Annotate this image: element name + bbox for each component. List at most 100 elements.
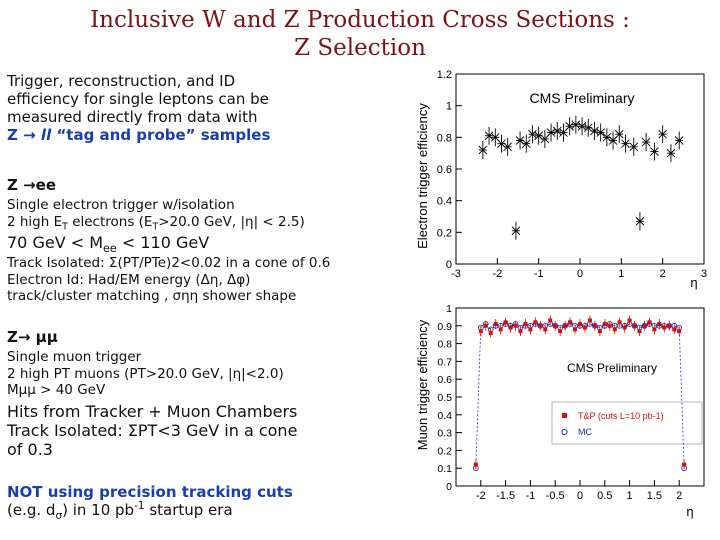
electron-data-point	[608, 131, 618, 150]
muon-tp-point	[667, 320, 672, 331]
muon-y-tick-label: 0.1	[437, 463, 452, 475]
muon-tp-point	[597, 326, 602, 337]
muon-x-tick-label: -2	[476, 490, 486, 502]
electron-data-point	[559, 123, 568, 142]
muon-tp-point	[657, 319, 662, 330]
muon-y-tick-label: 0	[446, 481, 452, 493]
ll-symbol: ll	[40, 126, 52, 144]
muon-tp-point	[513, 320, 518, 331]
electron-data-point	[666, 144, 676, 163]
muon-tp-point	[582, 322, 587, 333]
electron-x-tick-label: 0	[577, 268, 583, 280]
electron-y-tick-label: 0	[446, 259, 452, 271]
electron-data-point	[565, 117, 574, 136]
electron-y-tick-label: 0.8	[437, 132, 452, 144]
electron-x-tick-label: 3	[701, 268, 707, 280]
electron-data-point	[503, 137, 512, 156]
muon-tp-point	[612, 324, 617, 335]
electron-y-tick-label: 0.2	[437, 227, 452, 239]
zee-line-2: 2 high ET electrons (ET>20.0 GeV, |η| < …	[7, 213, 305, 233]
muon-x-tick-label: -1	[526, 490, 536, 502]
muon-x-tick-label: -0.5	[546, 490, 565, 502]
muon-y-tick-label: 0.6	[437, 374, 452, 386]
zmumu-line-3: Mμμ > 40 GeV	[7, 382, 106, 398]
muon-tp-point	[528, 324, 533, 335]
zmumu-line-6: of 0.3	[7, 439, 53, 459]
muon-tp-point	[682, 459, 687, 470]
muon-tp-point	[498, 324, 503, 335]
electron-y-tick-label: 0.6	[437, 164, 452, 176]
muon-tp-point	[677, 326, 682, 337]
electron-x-tick-label: -1	[534, 268, 544, 280]
muon-y-tick-label: 0.8	[437, 339, 452, 351]
muon-tp-point	[503, 317, 508, 328]
muon-x-tick-label: -1.5	[496, 490, 515, 502]
legend-tp-marker	[562, 413, 567, 418]
electron-data-point	[621, 134, 630, 153]
muon-y-tick-label: 0.9	[437, 321, 452, 333]
muon-tp-point	[508, 322, 513, 333]
zmumu-line-4: Hits from Tracker + Muon Chambers	[7, 401, 298, 421]
electron-data-point	[635, 212, 645, 231]
muon-y-axis-label: Muon trigger efficiency	[415, 319, 430, 450]
legend-mc-label: MC	[578, 427, 592, 437]
muon-x-tick-label: 2	[676, 490, 682, 502]
electron-plot-frame	[455, 73, 705, 265]
muon-tp-point	[672, 324, 677, 335]
zee-line-1: Single electron trigger w/isolation	[7, 197, 235, 213]
muon-tp-point	[578, 319, 582, 330]
zee-line-6: track/cluster matching , σηη shower shap…	[7, 288, 297, 304]
zee-line-3: 70 GeV < Mee < 110 GeV	[7, 233, 210, 256]
muon-tp-point	[478, 326, 483, 337]
muon-tp-point	[483, 320, 488, 331]
electron-data-point	[577, 117, 587, 136]
muon-x-tick-label: 1.5	[647, 490, 662, 502]
intro-block: Trigger, reconstruction, and ID efficien…	[7, 72, 412, 144]
zmumu-line-1: Single muon trigger	[7, 349, 142, 365]
muon-tp-point	[558, 326, 563, 337]
muon-x-tick-label: 0	[577, 490, 583, 502]
legend-tp-label: T&P (cuts L=10 pb-1)	[578, 411, 664, 421]
electron-data-point	[602, 128, 612, 147]
muon-tp-point	[523, 319, 528, 330]
electron-y-tick-label: 0.4	[437, 196, 452, 208]
zmumu-block: Z→ μμ Single muon trigger 2 high PT muon…	[7, 328, 412, 459]
muon-tp-point	[587, 315, 592, 326]
muon-tp-point	[662, 322, 667, 333]
electron-data-point	[540, 129, 550, 148]
legend-mc-marker	[561, 428, 568, 436]
zmumu-line-5: Track Isolated: ΣPT<3 GeV in a cone	[7, 420, 298, 440]
zmumu-line-2: 2 high PT muons (PT>20.0 GeV, |η|<2.0)	[7, 365, 284, 382]
electron-x-tick-label: 2	[660, 268, 666, 280]
muon-tp-point	[553, 320, 558, 331]
electron-data-point	[546, 123, 556, 142]
muon-tp-point	[568, 317, 573, 328]
electron-data-point	[511, 221, 521, 240]
electron-data-point	[552, 122, 562, 140]
electron-y-tick-label: 1	[446, 101, 452, 113]
muon-tp-point	[602, 319, 607, 330]
electron-data-point	[674, 131, 684, 150]
muon-tp-point	[543, 324, 548, 335]
muon-y-tick-label: 0.4	[437, 410, 452, 422]
electron-data-point	[521, 134, 531, 153]
muon-tp-point	[473, 459, 478, 470]
muon-tp-point	[622, 322, 627, 333]
muon-y-tick-label: 0.3	[437, 428, 452, 440]
muon-chart-title: CMS Preliminary	[567, 361, 657, 375]
muon-tp-point	[533, 317, 538, 328]
muon-tp-point	[563, 320, 568, 331]
electron-y-tick-label: 1.2	[437, 69, 452, 81]
muon-tp-point	[518, 326, 523, 337]
intro-line-4: Z → ll “tag and probe” samples	[7, 126, 271, 144]
muon-tp-point	[573, 324, 578, 335]
electron-data-point	[590, 122, 599, 140]
muon-tp-point	[607, 320, 612, 331]
intro-line-2: efficiency for single leptons can be	[7, 90, 269, 108]
zee-line-5: Electron Id: Had/EM energy (Δη, Δφ)	[7, 271, 251, 288]
electron-data-point	[614, 125, 624, 144]
muon-tp-point	[538, 320, 543, 331]
electron-data-point	[528, 125, 537, 144]
title-line-2: Z Selection	[294, 35, 426, 61]
electron-data-point	[478, 141, 488, 159]
